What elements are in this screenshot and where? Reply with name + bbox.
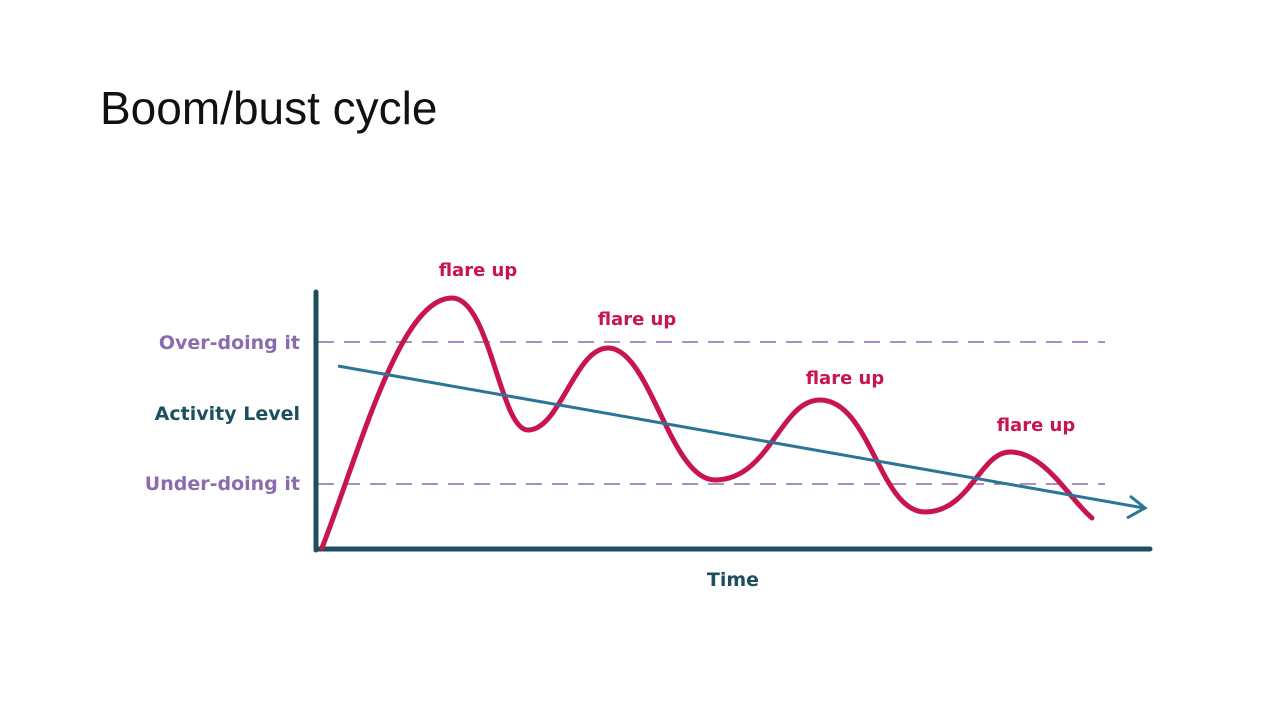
flare-label: flare up	[439, 260, 518, 281]
trend-arrowhead	[1126, 494, 1148, 520]
slide-title: Boom/bust cycle	[100, 82, 437, 134]
flare-label: flare up	[806, 368, 885, 389]
y-label: Under-doing it	[145, 473, 300, 495]
activity-curve	[319, 295, 1095, 551]
flare-label: flare up	[598, 309, 677, 330]
x-label: Time	[707, 569, 759, 591]
trend-line	[337, 364, 1145, 510]
flare-label: flare up	[997, 415, 1076, 436]
y-label: Over-doing it	[159, 332, 300, 354]
y-label: Activity Level	[155, 403, 300, 425]
